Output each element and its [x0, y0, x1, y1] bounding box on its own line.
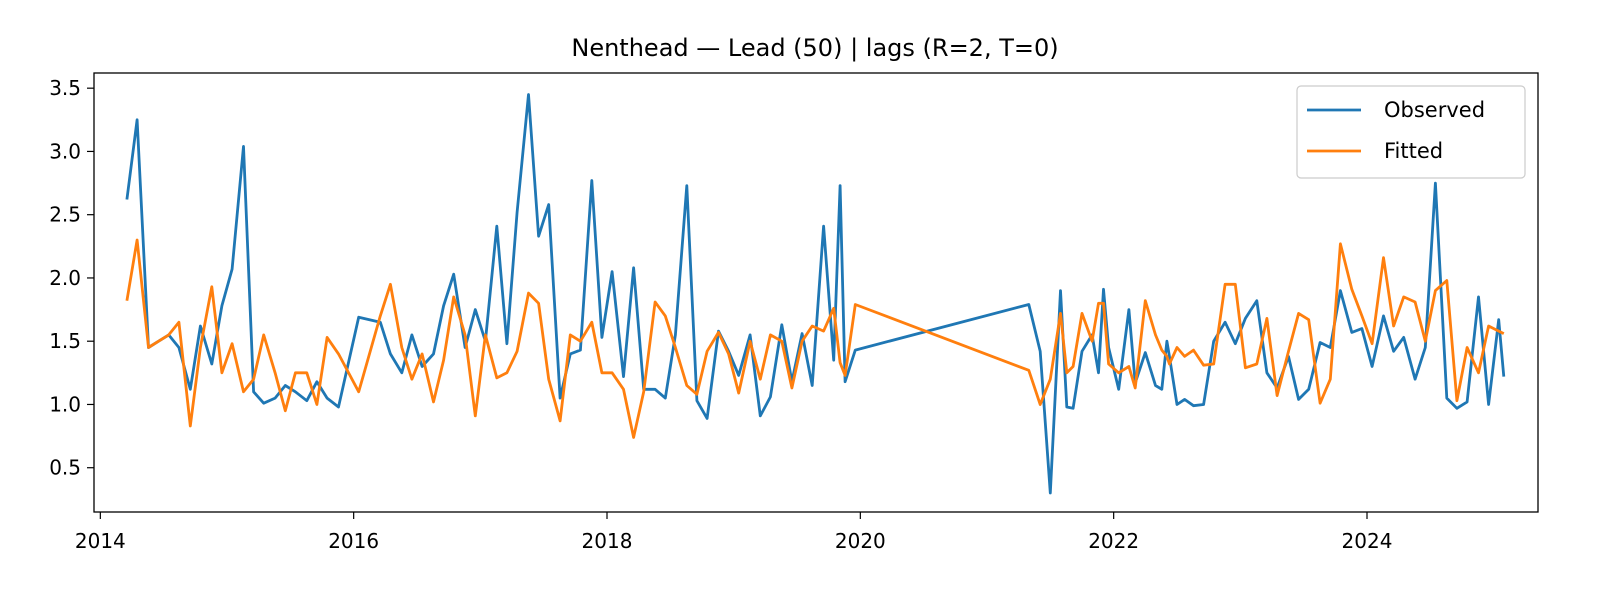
y-tick-label: 0.5: [49, 456, 81, 480]
legend-label-observed: Observed: [1384, 98, 1485, 122]
chart-title: Nenthead — Lead (50) | lags (R=2, T=0): [571, 34, 1058, 62]
plot-area: [125, 93, 1506, 495]
axes: 2014 2016 2018 2020 2022 2024 0.5 1.0 1.5 2.0 2.5 3…: [49, 72, 1539, 553]
y-tick-label: 3.5: [49, 76, 81, 100]
y-tick-label: 2.5: [49, 203, 81, 227]
y-tick-label: 1.5: [49, 329, 81, 353]
axes-frame: [93, 72, 1539, 513]
series-line-observed: [125, 93, 1506, 495]
x-tick-label: 2024: [1342, 529, 1393, 553]
x-tick-label: 2018: [582, 529, 633, 553]
legend-label-fitted: Fitted: [1384, 139, 1443, 163]
x-tick-label: 2020: [835, 529, 886, 553]
legend: Observed Fitted: [1296, 85, 1526, 179]
x-tick-label: 2014: [75, 529, 126, 553]
y-tick-label: 3.0: [49, 139, 81, 163]
series-line-fitted: [125, 238, 1505, 439]
x-tick-label: 2022: [1088, 529, 1139, 553]
y-tick-label: 2.0: [49, 266, 81, 290]
x-tick-label: 2016: [328, 529, 379, 553]
y-tick-label: 1.0: [49, 392, 81, 416]
